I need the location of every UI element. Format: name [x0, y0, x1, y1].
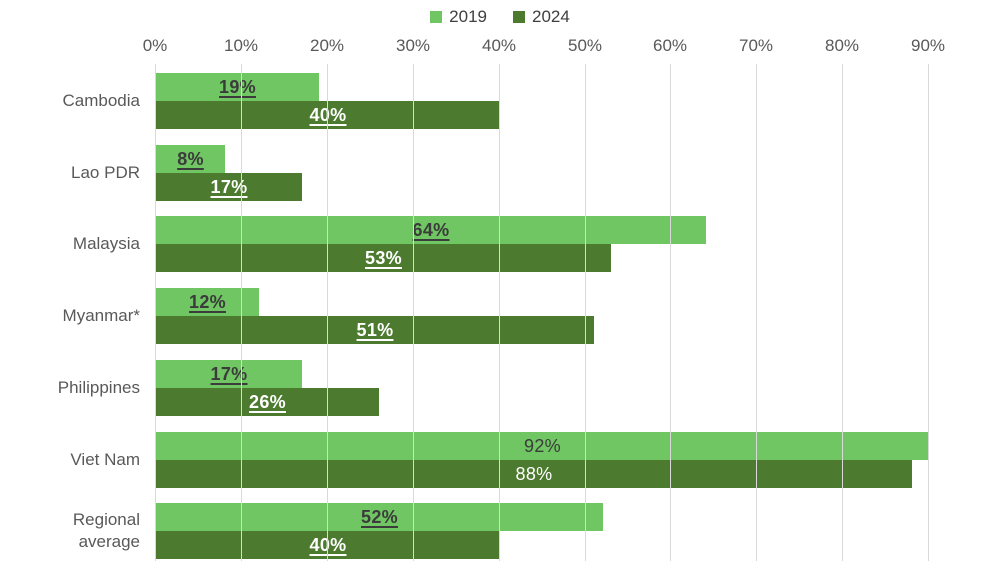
legend-item-2024: 2024: [513, 7, 570, 27]
bar-2019-viet-nam: 92%: [156, 432, 929, 460]
gridline: [670, 64, 671, 561]
category-label-philippines: Philippines: [57, 377, 140, 397]
category-label-lao-pdr: Lao PDR: [71, 162, 140, 182]
legend-swatch-2019-icon: [430, 11, 443, 23]
bar-value-label: 92%: [524, 436, 561, 456]
gridline: [585, 64, 586, 561]
x-axis-tick: 40%: [481, 36, 517, 55]
gridline: [241, 64, 242, 561]
bar-2024-myanmar: 51%: [156, 316, 594, 344]
gridline: [928, 64, 929, 561]
x-axis-tick: 30%: [395, 36, 431, 55]
category-label-viet-nam: Viet Nam: [70, 449, 140, 469]
category-label-myanmar: Myanmar*: [62, 305, 140, 325]
x-axis-tick: 80%: [824, 36, 860, 55]
gridline: [327, 64, 328, 561]
bar-value-label: 64%: [412, 220, 450, 240]
bar-value-label: 8%: [177, 149, 204, 169]
bar-value-label: 17%: [210, 177, 248, 197]
bar-2024-philippines: 26%: [156, 388, 379, 416]
gridline: [413, 64, 414, 561]
bar-2024-regional-average: 40%: [156, 531, 500, 559]
gridline: [842, 64, 843, 561]
bar-value-label: 88%: [515, 464, 553, 484]
bar-value-label: 40%: [309, 105, 347, 125]
bar-2024-malaysia: 53%: [156, 244, 611, 272]
legend-label-2024: 2024: [532, 7, 570, 26]
bar-2019-malaysia: 64%: [156, 216, 706, 244]
x-axis-tick: 60%: [652, 36, 688, 55]
x-axis-tick: 10%: [223, 36, 259, 55]
category-label-cambodia: Cambodia: [62, 90, 141, 110]
gridline: [155, 64, 156, 561]
bar-value-label: 40%: [309, 535, 347, 555]
bar-value-label: 26%: [249, 392, 286, 412]
bar-value-label: 52%: [361, 507, 398, 527]
legend-item-2019: 2019: [430, 7, 487, 27]
x-axis-tick: 90%: [910, 36, 946, 55]
bar-2019-philippines: 17%: [156, 360, 302, 388]
bar-value-label: 53%: [365, 248, 402, 268]
legend-label-2019: 2019: [449, 7, 487, 26]
bar-value-label: 12%: [189, 292, 226, 312]
gridline: [499, 64, 500, 561]
bar-2024-lao-pdr: 17%: [156, 173, 302, 201]
legend: 2019 2024: [0, 7, 1000, 27]
bar-value-label: 51%: [356, 320, 394, 340]
x-axis-tick: 0%: [142, 36, 168, 55]
bar-2019-lao-pdr: 8%: [156, 145, 225, 173]
bar-2019-myanmar: 12%: [156, 288, 259, 316]
bar-value-label: 17%: [210, 364, 248, 384]
gridline: [756, 64, 757, 561]
category-label-regional-average: Regional average: [72, 509, 140, 551]
x-axis-tick: 50%: [567, 36, 603, 55]
bar-2024-cambodia: 40%: [156, 101, 500, 129]
category-label-malaysia: Malaysia: [72, 233, 140, 253]
bar-2019-regional-average: 52%: [156, 503, 603, 531]
bar-2024-viet-nam: 88%: [156, 460, 912, 488]
legend-swatch-2024-icon: [513, 11, 525, 23]
x-axis-tick: 20%: [309, 36, 345, 55]
bar-value-label: 19%: [219, 77, 256, 97]
bar-2019-cambodia: 19%: [156, 73, 319, 101]
x-axis-tick: 70%: [738, 36, 774, 55]
